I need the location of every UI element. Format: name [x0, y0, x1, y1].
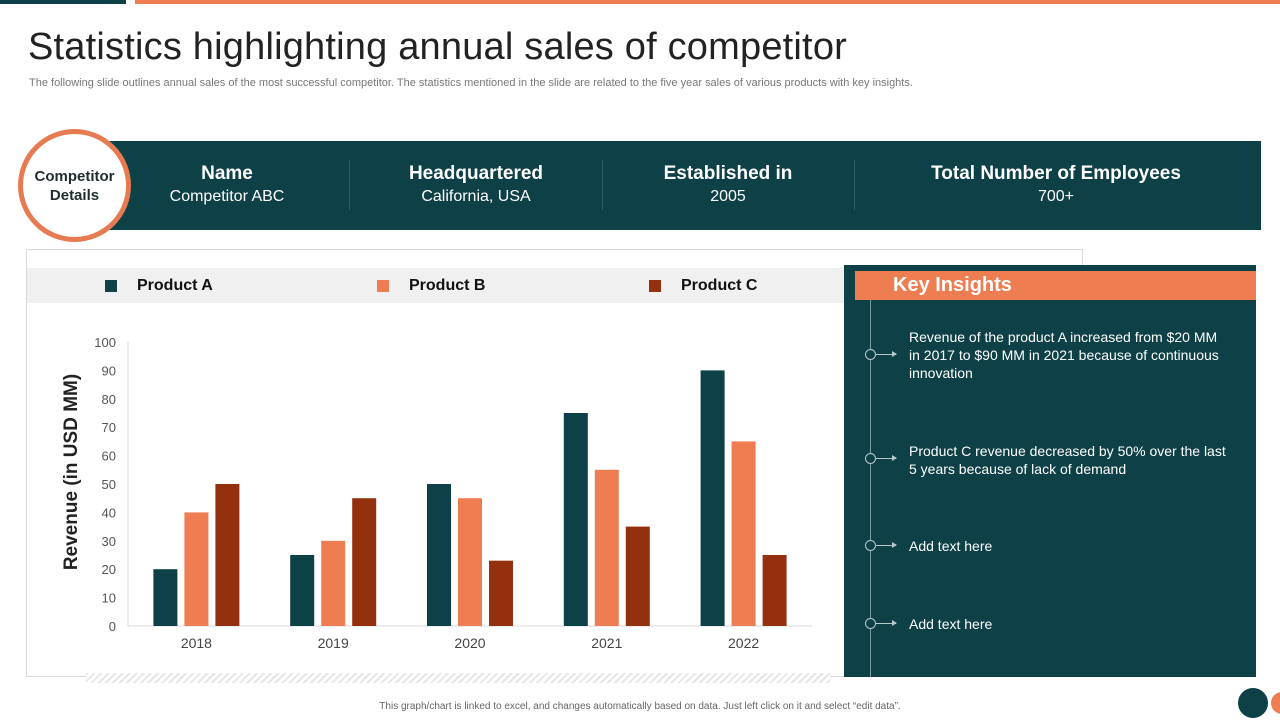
- y-tick-label: 20: [102, 562, 116, 577]
- arrow-right-icon: [876, 351, 897, 357]
- detail-employees: Total Number of Employees 700+: [906, 163, 1206, 206]
- legend-item-product-a: Product A: [105, 277, 213, 295]
- y-tick-label: 70: [102, 420, 116, 435]
- x-tick-label: 2022: [728, 635, 759, 651]
- legend-item-product-b: Product B: [377, 277, 485, 295]
- detail-headquartered-value: California, USA: [421, 188, 531, 205]
- insight-node-icon: [865, 349, 876, 360]
- detail-headquartered: Headquartered California, USA: [386, 163, 566, 206]
- bar-product-a-2021: [563, 413, 588, 626]
- bar-product-c-2018: [215, 484, 240, 626]
- competitor-details-badge-label: Competitor Details: [34, 167, 115, 204]
- y-tick-label: 40: [102, 505, 116, 520]
- x-tick-label: 2018: [181, 635, 212, 651]
- corner-decoration-orange: [1271, 692, 1280, 714]
- y-tick-label: 80: [102, 392, 116, 407]
- bar-product-b-2020: [458, 498, 482, 626]
- y-tick-label: 90: [102, 363, 116, 378]
- arrow-right-icon: [876, 542, 897, 548]
- bar-product-b-2018: [184, 512, 209, 626]
- bar-product-a-2022: [700, 370, 725, 626]
- detail-name-label: Name: [201, 163, 253, 184]
- y-tick-label: 30: [102, 534, 116, 549]
- key-insights-header: [855, 271, 1256, 300]
- detail-employees-value: 700+: [1037, 188, 1075, 205]
- x-tick-label: 2019: [318, 635, 349, 651]
- top-accent-bar-orange: [135, 0, 1280, 4]
- insight-item-2: Product C revenue decreased by 50% over …: [909, 443, 1226, 477]
- top-accent-bar-dark: [0, 0, 126, 4]
- bar-product-b-2019: [321, 540, 346, 626]
- bar-product-a-2019: [290, 555, 315, 626]
- competitor-details-badge: Competitor Details: [18, 129, 131, 242]
- footer-note: This graph/chart is linked to excel, and…: [379, 701, 901, 712]
- y-tick-label: 100: [94, 335, 116, 350]
- x-tick-label: 2020: [454, 635, 485, 651]
- detail-separator: [349, 160, 350, 210]
- arrow-right-icon: [876, 455, 897, 461]
- bar-product-c-2020: [489, 560, 513, 626]
- detail-established: Established in 2005: [638, 163, 818, 206]
- legend-swatch-product-b: [377, 280, 389, 292]
- detail-separator: [602, 160, 603, 210]
- detail-established-label: Established in: [663, 163, 793, 184]
- key-insights-title: Key Insights: [893, 274, 1012, 296]
- bar-product-a-2018: [153, 569, 178, 626]
- insight-item-1: Revenue of the product A increased from …: [909, 329, 1219, 381]
- legend-item-product-c: Product C: [649, 277, 757, 295]
- y-tick-label: 0: [109, 619, 116, 634]
- detail-separator: [854, 160, 855, 210]
- detail-employees-label: Total Number of Employees: [931, 163, 1181, 184]
- bar-product-b-2021: [594, 469, 619, 626]
- bar-product-b-2022: [731, 441, 756, 626]
- key-insights-panel: [844, 265, 1256, 677]
- corner-decoration-dark: [1238, 688, 1268, 718]
- detail-established-value: 2005: [710, 188, 746, 205]
- arrow-right-icon: [876, 620, 897, 626]
- page-subtitle: The following slide outlines annual sale…: [29, 77, 913, 89]
- page-title: Statistics highlighting annual sales of …: [28, 26, 848, 68]
- insight-node-icon: [865, 453, 876, 464]
- decorative-hatch-strip: [86, 673, 830, 683]
- y-axis-title: Revenue (in USD MM): [61, 374, 82, 570]
- legend-swatch-product-a: [105, 280, 117, 292]
- legend-label-product-a: Product A: [137, 277, 213, 294]
- detail-name-value: Competitor ABC: [169, 188, 285, 205]
- y-tick-label: 50: [102, 477, 116, 492]
- y-tick-label: 10: [102, 591, 116, 606]
- y-tick-label: 60: [102, 449, 116, 464]
- x-tick-label: 2021: [591, 635, 622, 651]
- insight-item-4[interactable]: Add text here: [909, 616, 993, 632]
- bar-product-c-2021: [625, 526, 650, 626]
- chart-legend: [27, 268, 845, 303]
- competitor-details-band: [100, 141, 1261, 230]
- insight-node-icon: [865, 618, 876, 629]
- detail-headquartered-label: Headquartered: [408, 163, 544, 184]
- bar-product-c-2022: [762, 555, 787, 626]
- insight-item-3[interactable]: Add text here: [909, 538, 993, 554]
- bar-product-a-2020: [427, 484, 451, 626]
- bar-product-c-2019: [352, 498, 377, 626]
- legend-swatch-product-c: [649, 280, 661, 292]
- bar-chart: 0 10 20 30 40 50 60 70 80 90 100 Revenue (in USD MM…: [61, 335, 812, 651]
- insights-timeline-line: [870, 300, 871, 677]
- detail-name: Name Competitor ABC: [142, 163, 312, 206]
- insight-node-icon: [865, 540, 876, 551]
- legend-label-product-b: Product B: [409, 277, 486, 294]
- legend-label-product-c: Product C: [681, 277, 758, 294]
